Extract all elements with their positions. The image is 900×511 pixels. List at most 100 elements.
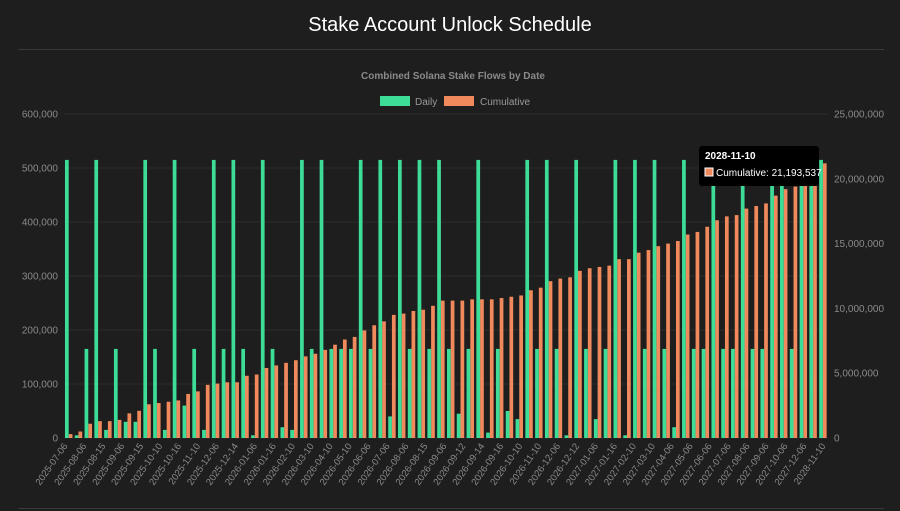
- daily-bar: [143, 159, 148, 438]
- legend-label-cumulative[interactable]: Cumulative: [480, 97, 530, 108]
- daily-bar: [300, 159, 304, 438]
- cumulative-bar: [656, 246, 661, 438]
- cumulative-bar: [176, 400, 181, 438]
- daily-bar: [466, 348, 471, 438]
- legend-swatch-cumulative[interactable]: [444, 96, 474, 106]
- daily-bar: [398, 159, 402, 438]
- cumulative-bar: [568, 277, 572, 438]
- daily-bar: [515, 419, 520, 438]
- cumulative-bar: [587, 268, 592, 438]
- cumulative-bar: [147, 404, 151, 438]
- daily-bar: [564, 435, 569, 438]
- left-axis-tick-label: 400,000: [22, 218, 59, 229]
- daily-bar: [388, 416, 392, 438]
- cumulative-bar: [68, 434, 73, 438]
- daily-bar: [290, 429, 294, 438]
- daily-bar: [642, 348, 647, 438]
- right-axis-ticks: 0 5,000,000 10,000,000 15,000,000 20,000,000…: [834, 110, 884, 445]
- daily-bar: [349, 348, 353, 438]
- daily-bar: [280, 427, 285, 438]
- cumulative-bar: [470, 299, 475, 438]
- cumulative-bar: [773, 195, 778, 438]
- daily-bar: [701, 348, 706, 438]
- daily-bar: [456, 413, 461, 438]
- cumulative-bar: [78, 431, 83, 438]
- daily-bar: [770, 159, 774, 438]
- tooltip-swatch: [704, 167, 714, 177]
- cumulative-bar: [578, 270, 582, 438]
- cumulative-bar: [245, 375, 249, 438]
- cumulative-bar: [254, 374, 259, 438]
- daily-bar: [544, 159, 549, 438]
- daily-bar: [819, 159, 823, 438]
- legend-label-daily[interactable]: Daily: [415, 97, 437, 108]
- daily-bar: [603, 348, 608, 438]
- daily-bar: [104, 429, 108, 438]
- right-axis-tick-label: 0: [834, 434, 840, 445]
- cumulative-bar: [489, 299, 494, 438]
- chart-legend[interactable]: Daily Cumulative: [380, 96, 530, 108]
- left-axis-ticks: 0 100,000 200,000 300,000 400,000 500,000 600,…: [22, 110, 59, 445]
- daily-bar: [711, 159, 716, 438]
- cumulative-bar: [274, 365, 279, 438]
- left-axis-tick-label: 200,000: [22, 326, 59, 337]
- right-axis-tick-label: 15,000,000: [834, 239, 884, 250]
- tooltip-value: Cumulative: 21,193,537: [716, 168, 822, 179]
- cumulative-bar: [235, 382, 239, 438]
- cumulative-bar: [411, 310, 416, 438]
- chart-tooltip: 2028-11-10 Cumulative: 21,193,537: [699, 146, 822, 186]
- cumulative-bar: [822, 163, 827, 438]
- cumulative-bar: [333, 344, 337, 438]
- cumulative-bar: [186, 393, 190, 438]
- cumulative-bar: [342, 339, 347, 438]
- cumulative-bar: [137, 410, 141, 438]
- right-axis-tick-label: 20,000,000: [834, 174, 884, 185]
- cumulative-bar: [293, 360, 298, 438]
- daily-bar: [153, 348, 157, 438]
- daily-bar: [633, 159, 637, 438]
- cumulative-bar: [666, 243, 670, 438]
- daily-bar: [789, 348, 794, 438]
- tooltip-background: [699, 146, 819, 186]
- cumulative-bar: [636, 252, 641, 438]
- cumulative-bar: [303, 356, 308, 438]
- daily-bar: [721, 348, 725, 438]
- legend-swatch-daily[interactable]: [380, 96, 410, 106]
- cumulative-bar: [705, 226, 710, 438]
- daily-bar: [64, 159, 69, 438]
- daily-bar: [623, 435, 628, 438]
- daily-bar: [525, 159, 530, 438]
- daily-bar: [476, 159, 481, 438]
- daily-bar: [584, 348, 588, 438]
- daily-bar: [202, 429, 206, 438]
- cumulative-bar: [401, 313, 406, 438]
- left-axis-tick-label: 500,000: [22, 164, 59, 175]
- daily-bar: [221, 348, 226, 438]
- daily-bar: [437, 159, 441, 438]
- left-axis-tick-label: 0: [52, 434, 58, 445]
- cumulative-bar: [313, 353, 318, 438]
- left-axis-tick-label: 100,000: [22, 380, 59, 391]
- page-header: Stake Account Unlock Schedule: [0, 0, 900, 48]
- cumulative-bar: [627, 259, 631, 438]
- cumulative-bar: [499, 298, 504, 438]
- cumulative-bar: [205, 384, 210, 438]
- daily-bar: [172, 159, 177, 438]
- daily-bar: [750, 348, 755, 438]
- daily-bar: [731, 348, 735, 438]
- left-axis-tick-label: 600,000: [22, 110, 59, 121]
- daily-bar: [339, 348, 343, 438]
- cumulative-bar: [431, 305, 435, 438]
- daily-bar: [740, 159, 745, 438]
- cumulative-bar: [509, 296, 514, 438]
- daily-bar: [270, 348, 275, 438]
- daily-bar: [613, 159, 618, 438]
- daily-bar: [368, 348, 373, 438]
- cumulative-bar: [734, 215, 739, 438]
- cumulative-bar: [382, 321, 386, 438]
- daily-bar: [427, 348, 432, 438]
- cumulative-bar: [685, 234, 690, 438]
- cumulative-bar: [88, 423, 93, 438]
- cumulative-bar: [284, 362, 288, 438]
